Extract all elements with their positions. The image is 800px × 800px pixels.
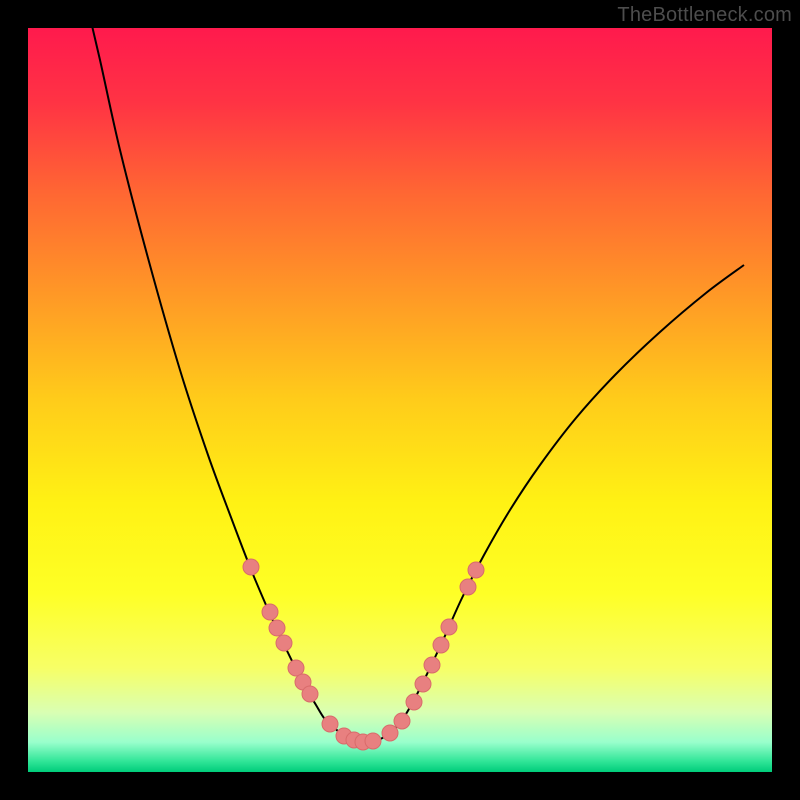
data-point — [269, 620, 285, 636]
data-point — [394, 713, 410, 729]
data-point — [406, 694, 422, 710]
data-point — [441, 619, 457, 635]
curve-left — [86, 0, 366, 742]
data-point — [415, 676, 431, 692]
data-point — [433, 637, 449, 653]
data-point — [424, 657, 440, 673]
data-point — [288, 660, 304, 676]
data-point — [302, 686, 318, 702]
watermark-text: TheBottleneck.com — [617, 4, 792, 27]
data-point — [468, 562, 484, 578]
data-point — [322, 716, 338, 732]
curve-right — [366, 265, 744, 742]
data-point — [276, 635, 292, 651]
data-point — [382, 725, 398, 741]
data-point — [262, 604, 278, 620]
chart-svg — [28, 28, 772, 772]
plot-area — [28, 28, 772, 772]
data-point — [365, 733, 381, 749]
data-point — [460, 579, 476, 595]
data-point — [243, 559, 259, 575]
